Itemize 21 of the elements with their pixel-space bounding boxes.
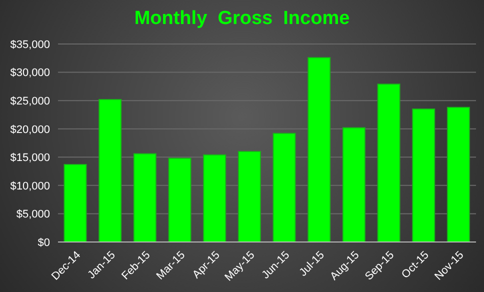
y-tick-label: $25,000 — [10, 95, 50, 108]
bar — [203, 154, 226, 242]
bar — [64, 164, 87, 242]
bar — [168, 158, 192, 242]
y-tick-label: $30,000 — [10, 67, 50, 80]
bar — [412, 108, 436, 242]
bar — [342, 127, 366, 242]
bar — [133, 153, 156, 242]
y-tick-label: $35,000 — [10, 38, 50, 51]
bar — [238, 150, 261, 242]
bar — [308, 57, 331, 242]
y-tick-label: $15,000 — [10, 152, 50, 164]
bar — [98, 98, 122, 242]
bar — [377, 84, 400, 242]
chart-title: Monthly Gross Income — [133, 8, 351, 30]
y-tick-label: $5,000 — [16, 208, 50, 221]
y-tick-label: $0 — [38, 236, 50, 249]
bar — [446, 106, 470, 242]
bar — [272, 132, 296, 242]
y-tick-label: $20,000 — [10, 124, 50, 136]
y-tick-label: $10,000 — [10, 180, 50, 192]
